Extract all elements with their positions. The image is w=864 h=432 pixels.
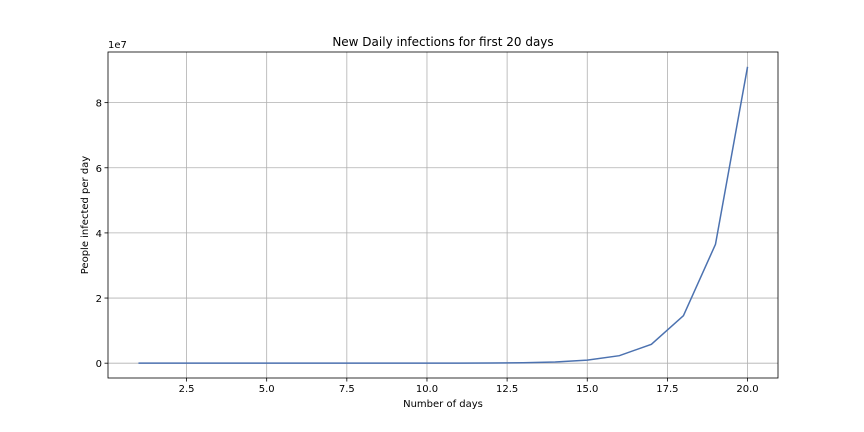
chart-title: New Daily infections for first 20 days — [332, 35, 553, 49]
x-axis-label: Number of days — [403, 399, 483, 410]
x-tick-label: 7.5 — [339, 384, 355, 395]
x-tick-label: 17.5 — [656, 384, 678, 395]
x-tick-label: 5.0 — [259, 384, 275, 395]
y-axis-label: People infected per day — [80, 156, 91, 275]
line-series — [138, 66, 749, 364]
x-tick-label: 10.0 — [416, 384, 438, 395]
y-tick-label: 4 — [96, 229, 102, 240]
plot-frame — [107, 51, 779, 379]
y-tick-label: 0 — [96, 359, 102, 370]
x-tick-label: 15.0 — [576, 384, 598, 395]
y-tick-label: 2 — [96, 294, 102, 305]
x-tick-label: 2.5 — [179, 384, 195, 395]
y-tick-label: 6 — [96, 164, 102, 175]
x-tick-label: 20.0 — [736, 384, 758, 395]
y-offset-label: 1e7 — [108, 40, 127, 51]
x-tick-label: 12.5 — [496, 384, 518, 395]
y-tick-label: 8 — [96, 99, 102, 110]
